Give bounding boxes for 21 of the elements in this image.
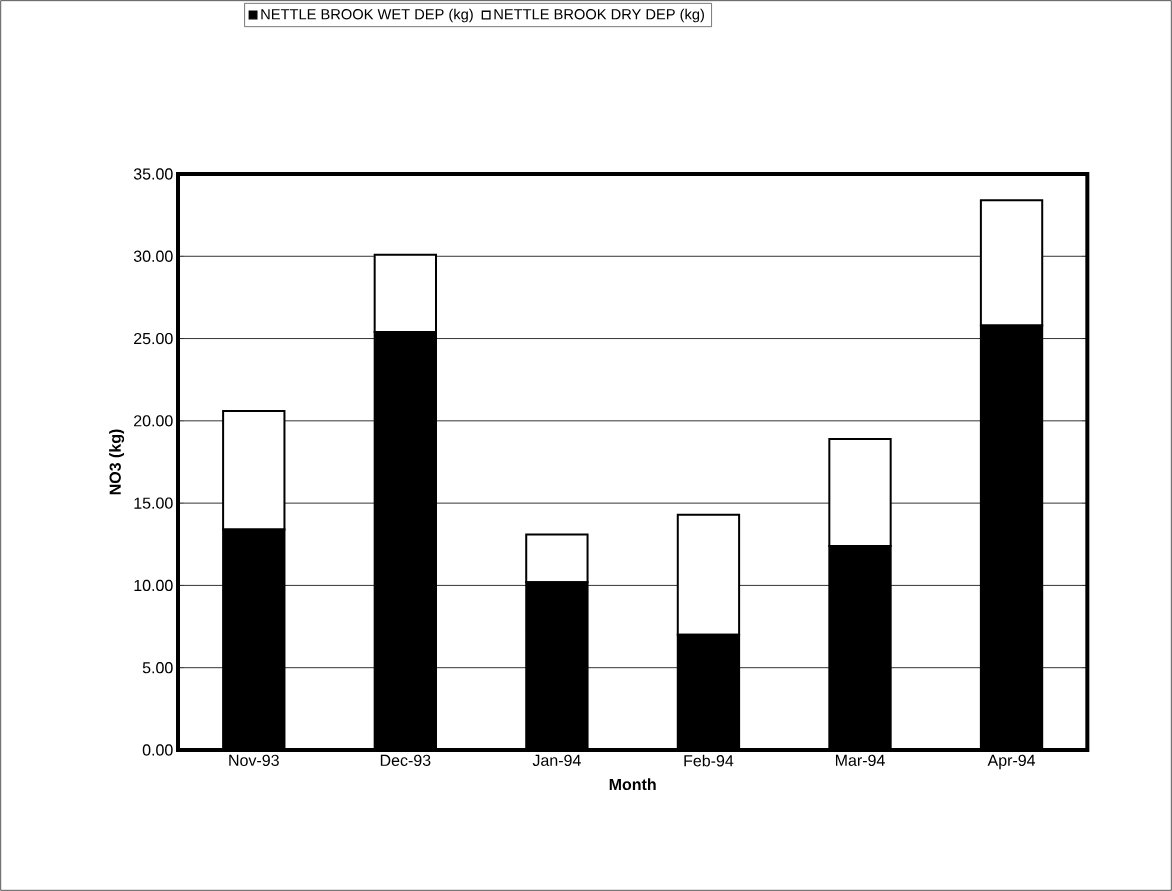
x-tick-label: Feb-94 [684,754,734,767]
y-tick-label: 35.00 [133,168,173,180]
x-tick-label: Dec-93 [380,754,431,767]
x-axis-title: Month [609,778,656,791]
bar [828,437,892,547]
legend-label: NETTLE BROOK WET DEP (kg) [261,8,473,23]
bar [676,513,741,636]
y-tick-label: 10.00 [134,579,173,592]
x-tick-label: Mar-94 [835,754,885,767]
y-tick-label: 25.00 [134,332,173,345]
y-tick-label: 20.00 [134,415,173,427]
bar [525,533,589,584]
x-tick-label: Jan-94 [532,754,581,767]
y-tick-label: 30.00 [133,250,173,262]
x-tick-label: Apr-94 [987,754,1036,770]
legend-label: NETTLE BROOK DRY DEP (kg) [494,8,704,23]
x-tick-label: Nov-93 [229,754,279,767]
y-tick-label: 0.00 [142,744,173,756]
y-tick-label: 5.00 [142,662,173,674]
y-axis-title: NO3 (kg) [109,429,125,495]
y-tick-label: 15.00 [134,497,173,509]
